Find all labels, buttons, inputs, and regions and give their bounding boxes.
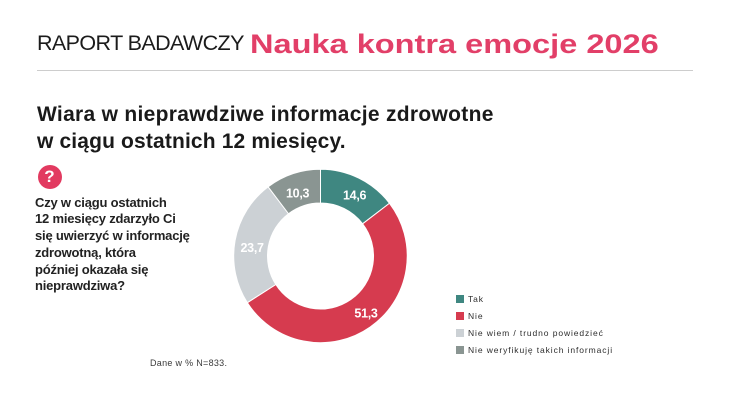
svg-text:51,3: 51,3	[354, 306, 377, 320]
svg-text:14,6: 14,6	[343, 189, 366, 203]
svg-text:23,7: 23,7	[241, 241, 264, 255]
svg-text:10,3: 10,3	[286, 187, 309, 201]
